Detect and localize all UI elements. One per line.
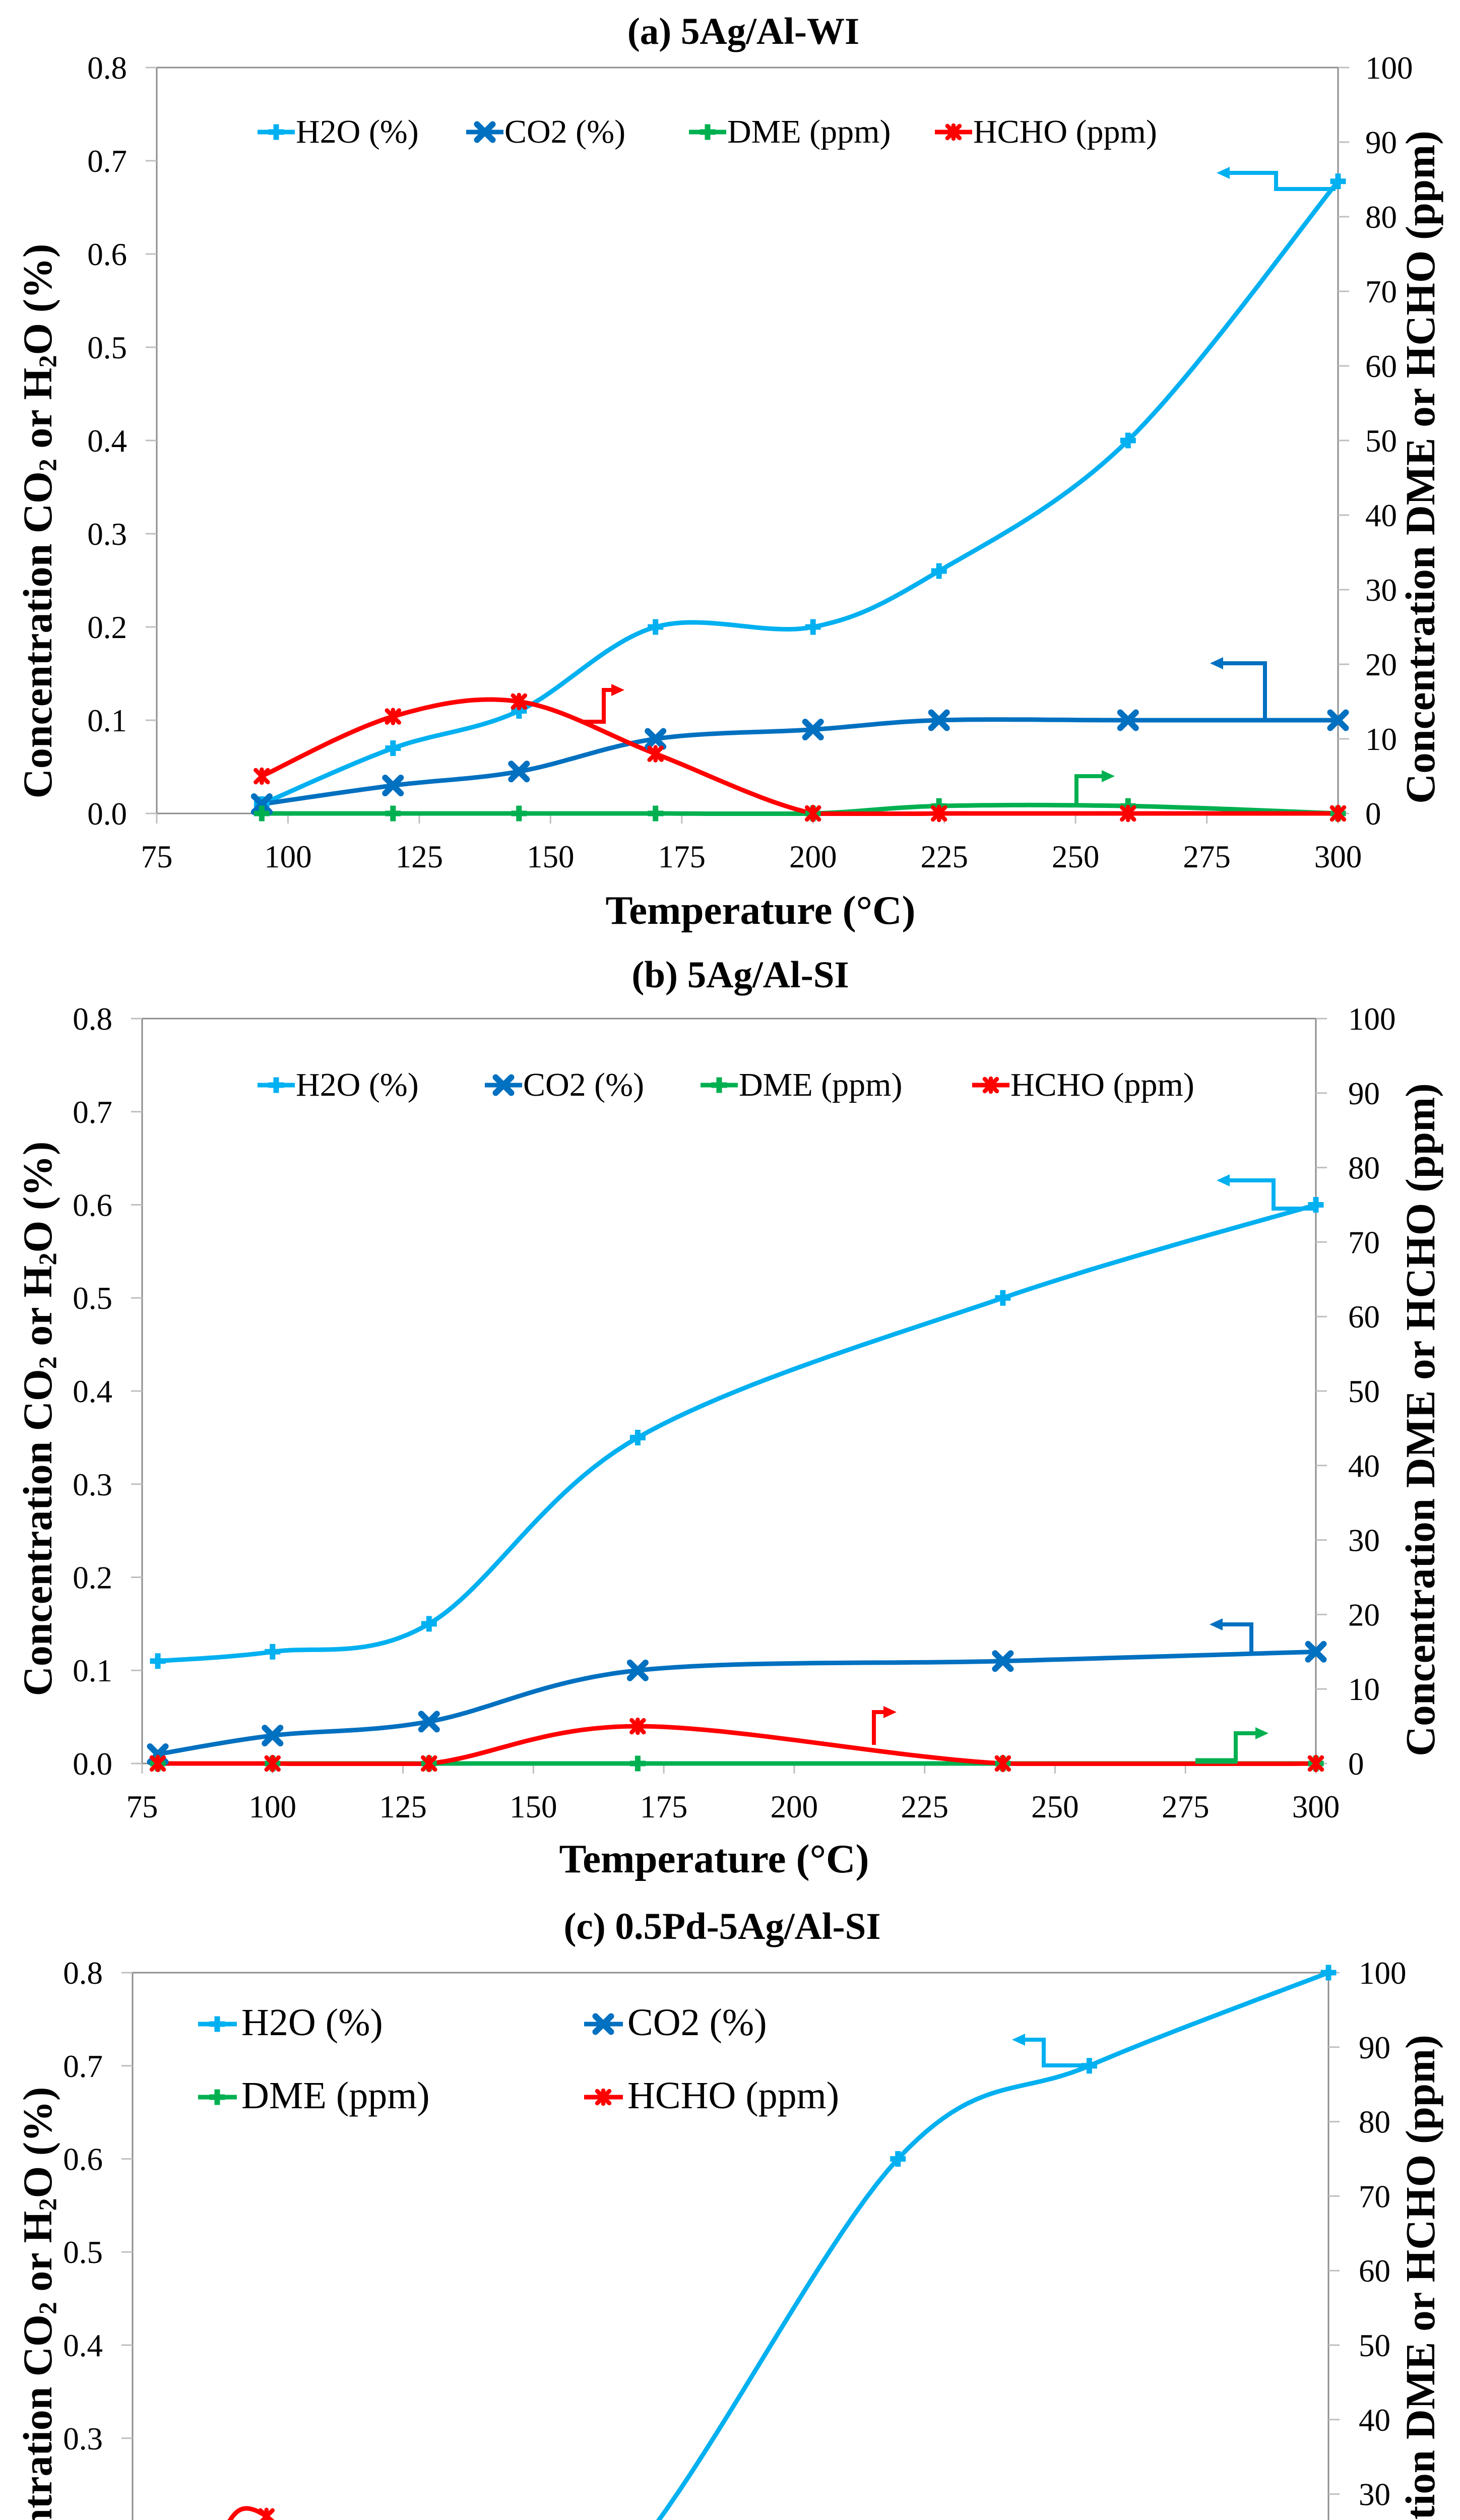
svg-text:70: 70	[1365, 274, 1397, 309]
svg-text:0.7: 0.7	[87, 144, 127, 179]
svg-text:0.5: 0.5	[87, 330, 127, 365]
svg-text:80: 80	[1365, 200, 1397, 235]
svg-text:0: 0	[1348, 1746, 1364, 1782]
svg-text:70: 70	[1359, 2179, 1390, 2214]
svg-text:0.0: 0.0	[87, 796, 127, 832]
svg-text:100: 100	[249, 1789, 297, 1824]
svg-text:Concentration CO2 or H2O (%): Concentration CO2 or H2O (%)	[15, 1142, 61, 1696]
svg-text:90: 90	[1348, 1076, 1380, 1111]
svg-text:Concentration DME or HCHO (ppm: Concentration DME or HCHO (ppm)	[1397, 131, 1443, 804]
svg-text:DME (ppm): DME (ppm)	[241, 2074, 430, 2117]
svg-text:30: 30	[1348, 1523, 1380, 1558]
svg-text:0.4: 0.4	[87, 423, 127, 459]
svg-text:20: 20	[1365, 647, 1397, 682]
svg-text:100: 100	[1365, 50, 1413, 86]
svg-text:0.2: 0.2	[63, 2514, 103, 2520]
svg-text:0.6: 0.6	[87, 237, 127, 272]
svg-text:0.5: 0.5	[73, 1281, 112, 1316]
svg-text:50: 50	[1348, 1374, 1380, 1409]
svg-text:10: 10	[1365, 722, 1397, 757]
svg-text:80: 80	[1348, 1151, 1380, 1186]
svg-text:40: 40	[1348, 1448, 1380, 1484]
svg-text:150: 150	[510, 1789, 557, 1824]
svg-text:60: 60	[1359, 2253, 1390, 2289]
svg-text:200: 200	[771, 1789, 818, 1824]
svg-text:100: 100	[1348, 1001, 1396, 1037]
svg-text:HCHO (ppm): HCHO (ppm)	[1010, 1066, 1194, 1103]
svg-text:75: 75	[141, 839, 173, 874]
svg-text:225: 225	[901, 1789, 948, 1824]
svg-text:0.6: 0.6	[73, 1188, 112, 1223]
svg-text:0.3: 0.3	[87, 517, 127, 552]
svg-text:0.8: 0.8	[87, 50, 127, 86]
svg-text:50: 50	[1365, 423, 1397, 459]
svg-text:H2O (%): H2O (%)	[241, 2001, 383, 2044]
svg-text:(b) 5Ag/Al-SI: (b) 5Ag/Al-SI	[631, 954, 849, 996]
svg-text:0.4: 0.4	[73, 1374, 112, 1409]
svg-text:Concentration CO2 or H2O (%): Concentration CO2 or H2O (%)	[15, 244, 61, 799]
svg-text:Concentration DME or HCHO (ppm: Concentration DME or HCHO (ppm)	[1397, 1083, 1443, 1756]
svg-text:100: 100	[1359, 1956, 1407, 1991]
svg-text:200: 200	[789, 839, 837, 874]
svg-text:0.0: 0.0	[73, 1746, 112, 1782]
svg-text:0.8: 0.8	[73, 1001, 112, 1037]
svg-text:CO2 (%): CO2 (%)	[627, 2001, 767, 2044]
svg-text:150: 150	[527, 839, 575, 874]
svg-text:0.1: 0.1	[87, 703, 127, 738]
svg-text:90: 90	[1365, 125, 1397, 160]
svg-text:10: 10	[1348, 1672, 1380, 1707]
svg-text:0.4: 0.4	[63, 2328, 103, 2363]
svg-text:60: 60	[1348, 1299, 1380, 1335]
svg-text:0.5: 0.5	[63, 2235, 103, 2270]
svg-text:0.6: 0.6	[63, 2142, 103, 2177]
svg-text:175: 175	[658, 839, 706, 874]
svg-text:300: 300	[1292, 1789, 1340, 1824]
svg-text:0.8: 0.8	[63, 1956, 103, 1991]
svg-text:275: 275	[1162, 1789, 1210, 1824]
svg-text:80: 80	[1359, 2105, 1390, 2140]
svg-text:40: 40	[1359, 2403, 1390, 2438]
svg-text:DME (ppm): DME (ppm)	[739, 1066, 902, 1103]
svg-text:60: 60	[1365, 349, 1397, 384]
svg-text:0.1: 0.1	[73, 1653, 112, 1688]
svg-text:0.3: 0.3	[63, 2421, 103, 2456]
svg-text:300: 300	[1314, 839, 1362, 874]
svg-text:0.7: 0.7	[63, 2049, 103, 2084]
svg-text:(a) 5Ag/Al-WI: (a) 5Ag/Al-WI	[627, 11, 859, 52]
svg-text:125: 125	[379, 1789, 427, 1824]
svg-text:(c) 0.5Pd-5Ag/Al-SI: (c) 0.5Pd-5Ag/Al-SI	[563, 1906, 880, 1947]
svg-text:250: 250	[1052, 839, 1100, 874]
svg-text:20: 20	[1348, 1597, 1380, 1632]
svg-text:0: 0	[1365, 796, 1381, 832]
svg-text:275: 275	[1183, 839, 1231, 874]
svg-text:Concentration CO2 or H2O (%): Concentration CO2 or H2O (%)	[15, 2087, 61, 2520]
svg-text:70: 70	[1348, 1225, 1380, 1260]
svg-text:CO2 (%): CO2 (%)	[504, 113, 625, 150]
svg-text:HCHO (ppm): HCHO (ppm)	[627, 2074, 839, 2117]
svg-text:DME (ppm): DME (ppm)	[727, 113, 891, 150]
svg-text:Temperature (°C): Temperature (°C)	[559, 1836, 869, 1881]
svg-text:HCHO (ppm): HCHO (ppm)	[973, 113, 1157, 150]
svg-text:0.3: 0.3	[73, 1467, 112, 1502]
svg-text:Concentration DME or HCHO (ppm: Concentration DME or HCHO (ppm)	[1397, 2035, 1443, 2520]
svg-text:40: 40	[1365, 498, 1397, 533]
svg-text:H2O (%): H2O (%)	[296, 1066, 419, 1103]
svg-text:Temperature (°C): Temperature (°C)	[605, 888, 915, 933]
svg-text:30: 30	[1359, 2477, 1390, 2512]
svg-text:0.2: 0.2	[87, 610, 127, 645]
svg-text:H2O (%): H2O (%)	[296, 113, 419, 150]
svg-text:CO2 (%): CO2 (%)	[523, 1066, 644, 1103]
svg-text:0.2: 0.2	[73, 1560, 112, 1596]
svg-text:50: 50	[1359, 2328, 1390, 2363]
svg-text:30: 30	[1365, 573, 1397, 608]
svg-text:100: 100	[264, 839, 312, 874]
svg-text:0.7: 0.7	[73, 1095, 112, 1130]
svg-text:125: 125	[396, 839, 443, 874]
svg-text:175: 175	[640, 1789, 688, 1824]
svg-text:250: 250	[1031, 1789, 1079, 1824]
svg-text:75: 75	[126, 1789, 158, 1824]
svg-text:225: 225	[920, 839, 968, 874]
svg-text:90: 90	[1359, 2030, 1390, 2065]
